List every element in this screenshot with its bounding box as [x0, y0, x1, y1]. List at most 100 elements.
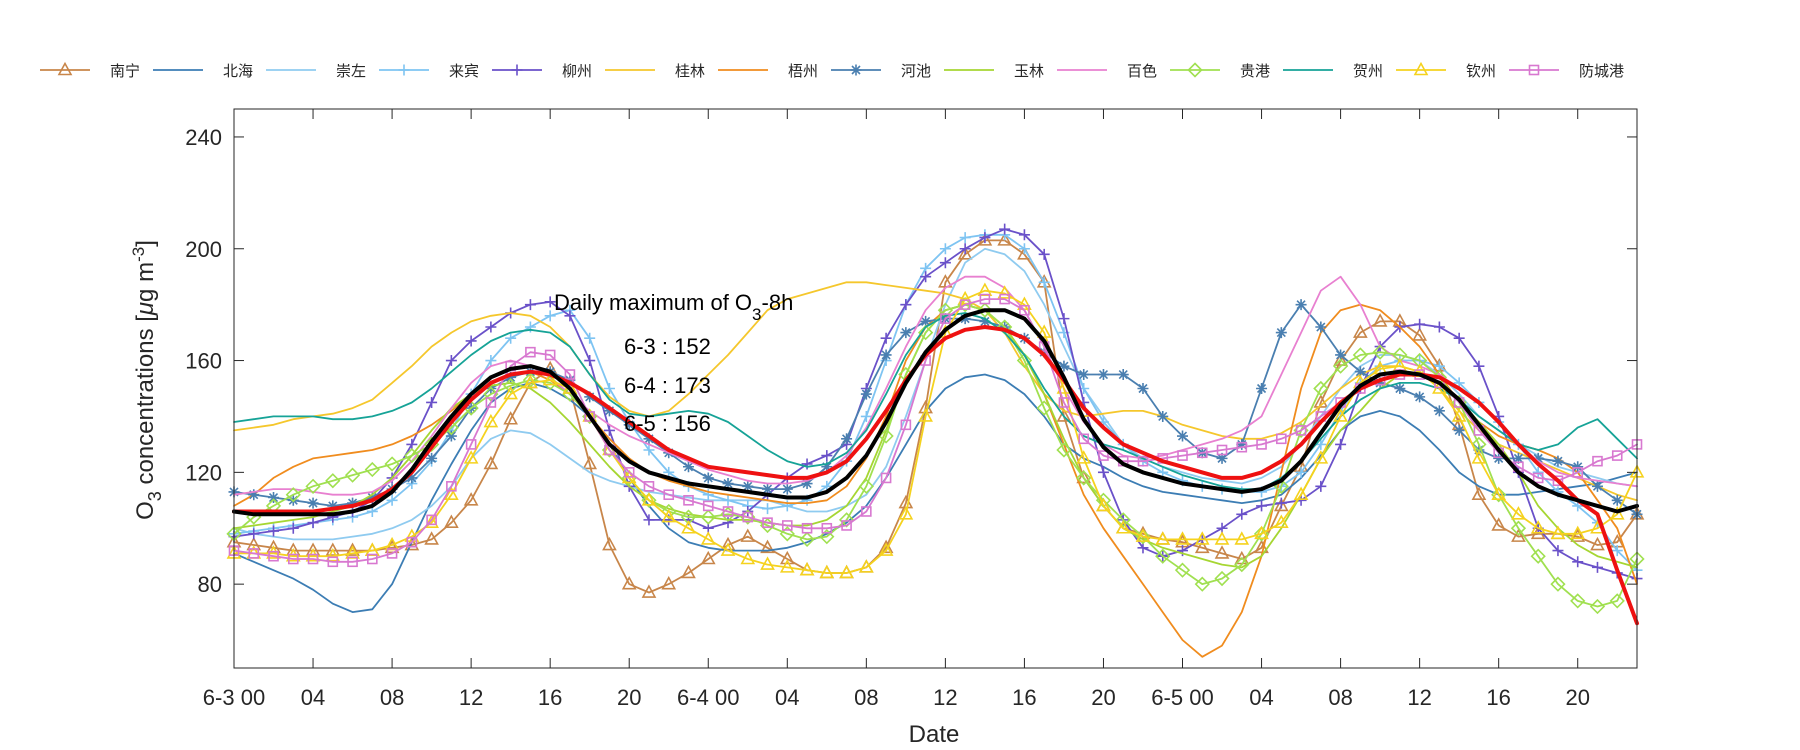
- data-point: [1491, 486, 1507, 501]
- data-point: [681, 564, 696, 579]
- x-axis-label: Date: [909, 721, 960, 748]
- legend-label: 钦州: [1466, 62, 1496, 80]
- data-point: [1234, 556, 1250, 573]
- data-point: [1018, 229, 1030, 241]
- data-point: [1097, 466, 1109, 478]
- data-point: [880, 332, 892, 344]
- annotation-title: Daily maximum of O3-8h: [554, 290, 793, 324]
- data-point: [1038, 248, 1050, 260]
- data-point: [682, 461, 694, 473]
- data-point: [1017, 296, 1032, 310]
- data-point: [1177, 430, 1189, 442]
- legend-entry: 来宾: [379, 62, 479, 80]
- data-point: [1589, 598, 1606, 615]
- data-point: [959, 313, 971, 325]
- legend-label: 崇左: [336, 62, 366, 80]
- data-point: [325, 548, 341, 562]
- data-point: [1275, 327, 1287, 339]
- data-point: [483, 386, 499, 402]
- data-point: [564, 310, 576, 322]
- data-point: [485, 355, 497, 367]
- data-point: [1256, 383, 1268, 394]
- data-point: [1194, 539, 1210, 554]
- legend-marker: [850, 64, 862, 76]
- data-point: [917, 324, 934, 341]
- data-point: [1353, 324, 1368, 338]
- data-point: [367, 553, 378, 565]
- data-point: [345, 542, 360, 556]
- y-tick-label: 80: [198, 572, 222, 597]
- x-tick-label: 04: [1249, 685, 1273, 710]
- data-point: [1214, 570, 1230, 587]
- data-point: [1018, 243, 1030, 255]
- x-tick-label: 16: [1012, 685, 1036, 710]
- data-point: [641, 492, 657, 508]
- series-15: [232, 325, 1639, 626]
- data-point: [1058, 313, 1070, 325]
- data-point: [1374, 377, 1386, 389]
- data-point: [740, 550, 756, 565]
- data-point: [1174, 562, 1191, 578]
- data-point: [1491, 487, 1507, 503]
- x-tick-label: 20: [1565, 685, 1589, 710]
- data-point: [858, 559, 874, 573]
- y-axis-label: O3 concentrations [μg m-3]: [129, 240, 165, 520]
- data-point: [680, 509, 697, 525]
- data-point: [445, 355, 457, 367]
- data-point: [1332, 358, 1349, 374]
- series-12: [233, 312, 1638, 491]
- data-point: [503, 378, 519, 394]
- data-point: [307, 553, 319, 565]
- data-point: [1056, 442, 1072, 458]
- data-point: [426, 396, 438, 408]
- x-tick-label: 16: [1486, 685, 1510, 710]
- x-tick-label: 08: [1328, 685, 1352, 710]
- data-point: [918, 408, 933, 422]
- data-point: [722, 478, 734, 490]
- data-point: [1313, 380, 1329, 397]
- data-point: [957, 290, 973, 305]
- data-point: [1315, 480, 1327, 492]
- data-point: [1570, 528, 1586, 542]
- data-point: [938, 274, 953, 288]
- data-point: [858, 478, 874, 494]
- data-point: [681, 520, 696, 534]
- data-point: [1453, 332, 1465, 344]
- data-point: [1473, 360, 1485, 372]
- data-point: [1216, 452, 1228, 464]
- y-tick-label: 120: [185, 460, 222, 485]
- data-point: [722, 494, 734, 506]
- y-tick-label: 160: [185, 349, 222, 374]
- data-point: [661, 508, 677, 523]
- data-point: [426, 514, 437, 526]
- data-point: [1078, 433, 1090, 445]
- data-point: [364, 461, 380, 478]
- data-point: [1076, 470, 1092, 486]
- legend-entry: 防城港: [1509, 62, 1624, 80]
- data-point: [781, 483, 793, 495]
- data-point: [762, 503, 774, 515]
- legend-entry: 北海: [153, 62, 253, 80]
- data-point: [900, 299, 912, 311]
- data-point: [1512, 452, 1524, 464]
- data-point: [801, 478, 813, 490]
- data-point: [821, 461, 833, 473]
- legend-entry: 南宁: [40, 61, 140, 80]
- annotation: Daily maximum of O3-8h 6-3 : 152 6-4 : 1…: [554, 290, 793, 436]
- data-point: [819, 564, 835, 579]
- data-point: [1293, 486, 1309, 501]
- data-point: [939, 243, 951, 255]
- data-point: [1550, 576, 1566, 592]
- data-point: [880, 472, 892, 484]
- data-point: [1552, 475, 1564, 487]
- data-point: [1078, 369, 1090, 381]
- data-point: [957, 246, 973, 260]
- data-point: [720, 536, 736, 551]
- data-point: [386, 548, 398, 559]
- legend-label: 来宾: [449, 62, 479, 80]
- data-point: [1572, 461, 1584, 473]
- data-point: [1058, 360, 1070, 372]
- legend-marker: [1413, 61, 1429, 76]
- data-point: [940, 313, 951, 324]
- data-point: [801, 522, 813, 534]
